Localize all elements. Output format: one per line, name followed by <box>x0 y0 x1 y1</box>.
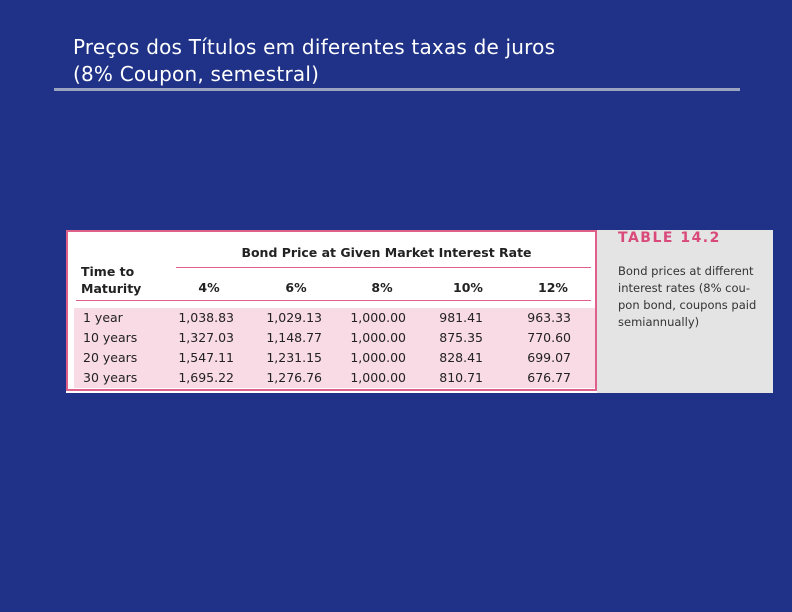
table-cell: 810.71 <box>439 370 483 385</box>
table-row: 10 years 1,327.03 1,148.77 1,000.00 875.… <box>74 328 595 348</box>
table-cell: 676.77 <box>527 370 571 385</box>
column-header-10pct: 10% <box>453 280 483 295</box>
caption-line: pon bond, coupons paid <box>618 298 757 312</box>
table-figure: Bond Price at Given Market Interest Rate… <box>66 230 773 393</box>
table-cell: 1,000.00 <box>350 350 406 365</box>
table-cell: 875.35 <box>439 330 483 345</box>
row-label: 1 year <box>83 310 123 325</box>
caption-line: interest rates (8% cou- <box>618 281 750 295</box>
column-header-6pct: 6% <box>285 280 307 295</box>
table-cell: 963.33 <box>527 310 571 325</box>
caption-text: Bond prices at different interest rates … <box>618 263 778 331</box>
table-cell: 1,695.22 <box>178 370 234 385</box>
table-cell: 699.07 <box>527 350 571 365</box>
table-cell: 770.60 <box>527 330 571 345</box>
row-header-line-2: Maturity <box>81 281 142 296</box>
table-row: 20 years 1,547.11 1,231.15 1,000.00 828.… <box>74 348 595 368</box>
table-cell: 1,231.15 <box>266 350 322 365</box>
header-rule <box>76 300 591 301</box>
column-header-8pct: 8% <box>371 280 393 295</box>
table-cell: 1,000.00 <box>350 330 406 345</box>
table-cell: 1,029.13 <box>266 310 322 325</box>
bond-price-table: Bond Price at Given Market Interest Rate… <box>66 230 597 391</box>
caption-title: TABLE 14.2 <box>618 230 721 246</box>
title-divider <box>54 88 740 91</box>
caption-line: semiannually) <box>618 315 700 329</box>
row-header: Time to Maturity <box>81 263 141 297</box>
table-cell: 1,000.00 <box>350 310 406 325</box>
table-body: 1 year 1,038.83 1,029.13 1,000.00 981.41… <box>74 308 595 388</box>
group-header-rule <box>176 267 591 268</box>
table-cell: 1,547.11 <box>178 350 234 365</box>
column-header-4pct: 4% <box>198 280 220 295</box>
slide-title-line-1: Preços dos Títulos em diferentes taxas d… <box>73 35 556 59</box>
table-cell: 1,000.00 <box>350 370 406 385</box>
group-header: Bond Price at Given Market Interest Rate <box>241 245 532 260</box>
row-label: 10 years <box>83 330 138 345</box>
table-cell: 828.41 <box>439 350 483 365</box>
row-label: 30 years <box>83 370 138 385</box>
row-label: 20 years <box>83 350 138 365</box>
table-cell: 981.41 <box>439 310 483 325</box>
table-row: 30 years 1,695.22 1,276.76 1,000.00 810.… <box>74 368 595 388</box>
row-header-line-1: Time to <box>81 264 135 279</box>
table-cell: 1,276.76 <box>266 370 322 385</box>
table-cell: 1,038.83 <box>178 310 234 325</box>
table-cell: 1,148.77 <box>266 330 322 345</box>
caption-line: Bond prices at different <box>618 264 754 278</box>
column-header-12pct: 12% <box>538 280 568 295</box>
slide-title: Preços dos Títulos em diferentes taxas d… <box>73 34 753 88</box>
table-caption-panel: TABLE 14.2 Bond prices at different inte… <box>597 230 773 393</box>
table-row: 1 year 1,038.83 1,029.13 1,000.00 981.41… <box>74 308 595 328</box>
slide-title-line-2: (8% Coupon, semestral) <box>73 62 320 86</box>
table-cell: 1,327.03 <box>178 330 234 345</box>
